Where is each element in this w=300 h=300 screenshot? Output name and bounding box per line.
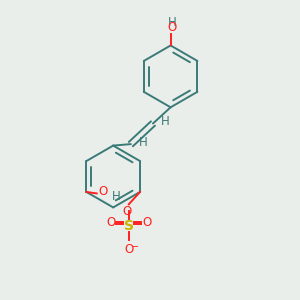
Text: O: O [123, 205, 132, 218]
Text: O: O [142, 216, 152, 230]
Text: S: S [124, 218, 134, 233]
Text: O: O [124, 243, 134, 256]
Text: H: H [161, 115, 170, 128]
Text: H: H [111, 190, 120, 203]
Text: O: O [99, 185, 108, 199]
Text: −: − [131, 242, 139, 252]
Text: O: O [167, 21, 177, 34]
Text: O: O [106, 216, 115, 230]
Text: H: H [168, 16, 176, 29]
Text: H: H [139, 136, 148, 149]
